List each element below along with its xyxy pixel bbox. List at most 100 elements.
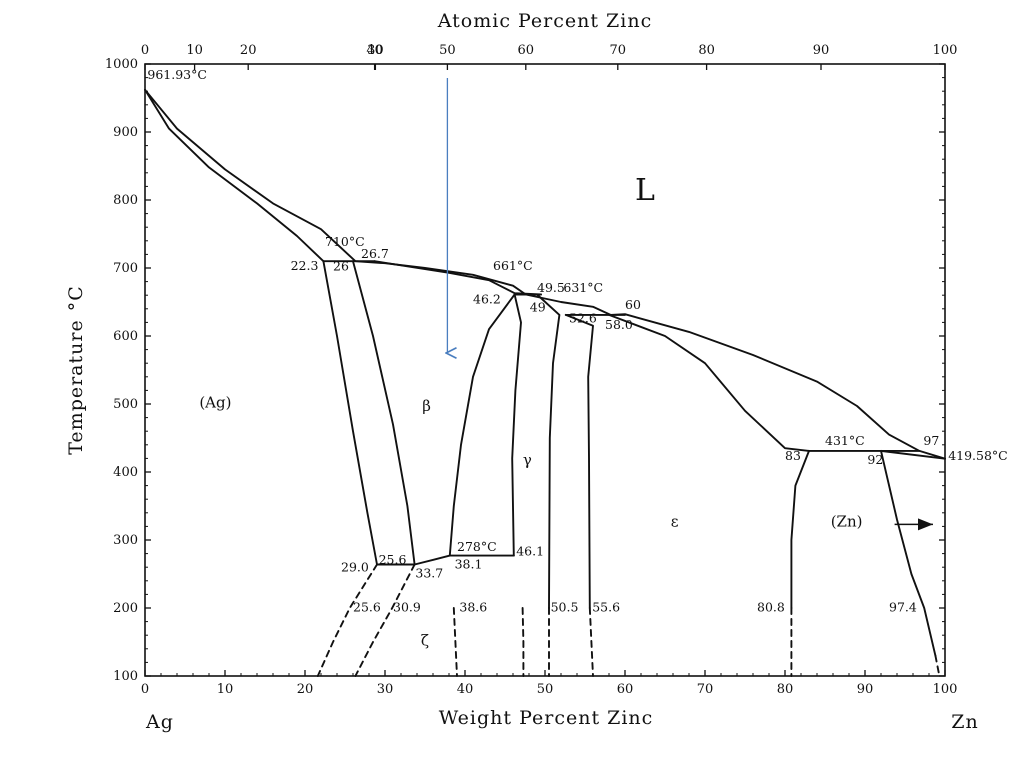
- y-tick-label-200: 200: [113, 601, 138, 616]
- y-axis-title-unit: °C: [65, 285, 87, 311]
- annotation-24: 25.6: [353, 599, 381, 614]
- annotation-16: 83: [785, 448, 801, 463]
- annotation-2: 26.7: [361, 246, 389, 261]
- top-tick-label-60: 60: [518, 43, 535, 58]
- boundary-beta-liquidus: [373, 260, 542, 296]
- y-tick-label-800: 800: [113, 193, 138, 208]
- boundary-zeta-line: [376, 554, 515, 566]
- annotation-3: 22.3: [291, 258, 319, 273]
- x-tick-label-30: 30: [377, 682, 394, 697]
- top-tick-label-70: 70: [610, 43, 627, 58]
- annotation-4: 26: [333, 259, 349, 274]
- annotation-25: 30.9: [393, 599, 421, 614]
- top-tick-label-90: 90: [813, 43, 830, 58]
- boundary-zn-97-dash: [934, 654, 941, 677]
- y-tick-label-1000: 1000: [105, 57, 138, 72]
- x-tick-label-60: 60: [617, 682, 634, 697]
- top-tick-label-0: 0: [141, 43, 149, 58]
- region-label-5: (Zn): [831, 512, 863, 530]
- annotation-0: 961.93°C: [147, 67, 207, 82]
- boundary-zeta-38-dash: [452, 607, 458, 677]
- region-label-1: (Ag): [199, 393, 231, 411]
- annotation-11: 52.6: [569, 310, 597, 325]
- y-tick-label-700: 700: [113, 261, 138, 276]
- annotation-5: 661°C: [493, 258, 533, 273]
- boundary-zeta-right-dash: [354, 563, 416, 677]
- y-tick-label-400: 400: [113, 465, 138, 480]
- boundary-eps-55-dash: [588, 607, 594, 677]
- top-tick-label-50: 50: [439, 43, 456, 58]
- x-tick-label-50: 50: [537, 682, 554, 697]
- y-axis-title: Temperature °C: [65, 285, 87, 455]
- phase-boundaries: [144, 78, 946, 677]
- region-label-6: ζ: [421, 631, 429, 649]
- y-tick-label-100: 100: [113, 669, 138, 684]
- annotation-8: 46.2: [473, 291, 501, 306]
- annotation-29: 80.8: [757, 599, 785, 614]
- annotation-12: 58.0: [605, 317, 633, 332]
- boundary-beta-gamma-left: [448, 293, 516, 557]
- annotation-30: 97.4: [889, 599, 917, 614]
- x-tick-label-70: 70: [697, 682, 714, 697]
- x-tick-label-0: 0: [141, 682, 149, 697]
- annotation-20: 29.0: [341, 559, 369, 574]
- annotation-23: 38.1: [455, 557, 483, 572]
- annotation-19: 46.1: [516, 544, 544, 559]
- boundary-zeta-left-dash: [316, 563, 378, 677]
- top-tick-label-40: 40: [366, 43, 383, 58]
- x-tick-label-100: 100: [933, 682, 958, 697]
- boundary-epsilon-right: [790, 449, 810, 609]
- annotation-21: 25.6: [379, 552, 407, 567]
- y-axis-title-group: Temperature °C: [65, 285, 87, 455]
- boundary-zn-tie: [880, 449, 946, 460]
- annotation-18: 278°C: [457, 539, 497, 554]
- region-label-2: β: [422, 397, 431, 415]
- y-tick-label-300: 300: [113, 533, 138, 548]
- region-label-0: L: [635, 173, 655, 208]
- top-tick-label-100: 100: [933, 43, 958, 58]
- x-axis-title: Weight Percent Zinc: [439, 707, 654, 729]
- annotation-13: 431°C: [825, 433, 865, 448]
- top-tick-label-20: 20: [240, 43, 257, 58]
- annotation-28: 55.6: [592, 599, 620, 614]
- x-tick-label-20: 20: [297, 682, 314, 697]
- boundary-epsilon-left: [564, 313, 594, 609]
- plot-border: [144, 63, 946, 677]
- boundary-zn-solvus: [880, 449, 937, 657]
- annotation-27: 50.5: [551, 599, 579, 614]
- boundary-solidus-ag: [144, 88, 325, 263]
- boundary-beta-right: [352, 260, 416, 566]
- annotation-26: 38.6: [459, 599, 487, 614]
- boundary-gamma-right: [536, 293, 561, 609]
- annotation-14: 97: [923, 433, 939, 448]
- top-tick-label-80: 80: [698, 43, 715, 58]
- boundary-beta-left: [322, 260, 378, 566]
- x-end-label-left: Ag: [145, 711, 174, 733]
- annotation-1: 710°C: [325, 234, 365, 249]
- annotation-10: 49: [530, 300, 546, 315]
- top-tick-label-10: 10: [186, 43, 203, 58]
- annotation-7: 631°C: [563, 280, 603, 295]
- x-tick-label-40: 40: [457, 682, 474, 697]
- boundary-gamma-left: [511, 293, 522, 557]
- y-tick-label-500: 500: [113, 397, 138, 412]
- annotation-15: 419.58°C: [948, 448, 1008, 463]
- y-tick-label-600: 600: [113, 329, 138, 344]
- boundary-gamma-47-dash: [521, 607, 525, 677]
- x-tick-label-10: 10: [217, 682, 234, 697]
- annotation-6: 49.5: [537, 280, 565, 295]
- x-tick-label-90: 90: [857, 682, 874, 697]
- boundary-liquidus-ag: [144, 88, 946, 460]
- annotation-9: 60: [625, 297, 641, 312]
- annotation-17: 92: [867, 452, 883, 467]
- region-label-4: ε: [671, 512, 679, 530]
- boundary-epsilon-liquid: [608, 313, 810, 452]
- y-axis-title-text: Temperature: [65, 319, 87, 454]
- x-end-label-right: Zn: [951, 711, 978, 733]
- x-tick-label-80: 80: [777, 682, 794, 697]
- region-label-3: γ: [523, 451, 532, 469]
- top-tick-label-30: 30: [367, 43, 384, 58]
